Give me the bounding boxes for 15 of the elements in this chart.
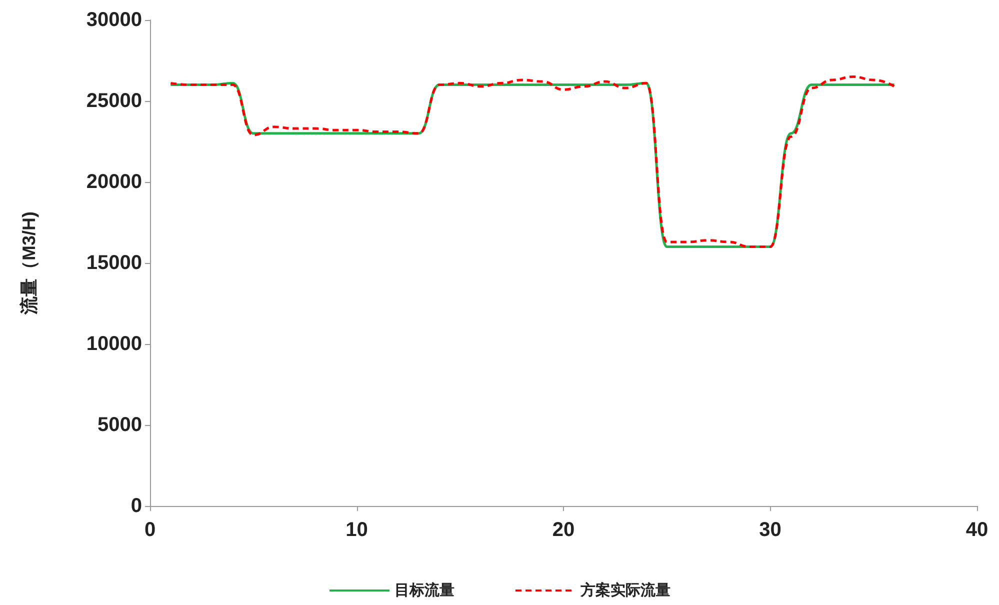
y-tick-label: 5000 — [98, 414, 142, 436]
x-tick-label: 10 — [346, 519, 368, 541]
legend-label: 目标流量 — [394, 581, 454, 599]
y-tick-label: 0 — [130, 495, 142, 517]
y-tick-label: 15000 — [86, 252, 142, 274]
y-axis-title: 流量（M3/H) — [19, 211, 39, 316]
x-tick-label: 20 — [552, 519, 575, 541]
y-tick-label: 25000 — [86, 90, 142, 112]
y-tick-label: 10000 — [86, 333, 142, 355]
x-tick-label: 0 — [144, 519, 156, 541]
legend-label: 方案实际流量 — [580, 581, 670, 599]
y-tick-label: 30000 — [86, 9, 142, 31]
x-tick-label: 40 — [966, 519, 988, 541]
y-tick-label: 20000 — [86, 171, 142, 193]
x-tick-label: 30 — [759, 519, 782, 541]
